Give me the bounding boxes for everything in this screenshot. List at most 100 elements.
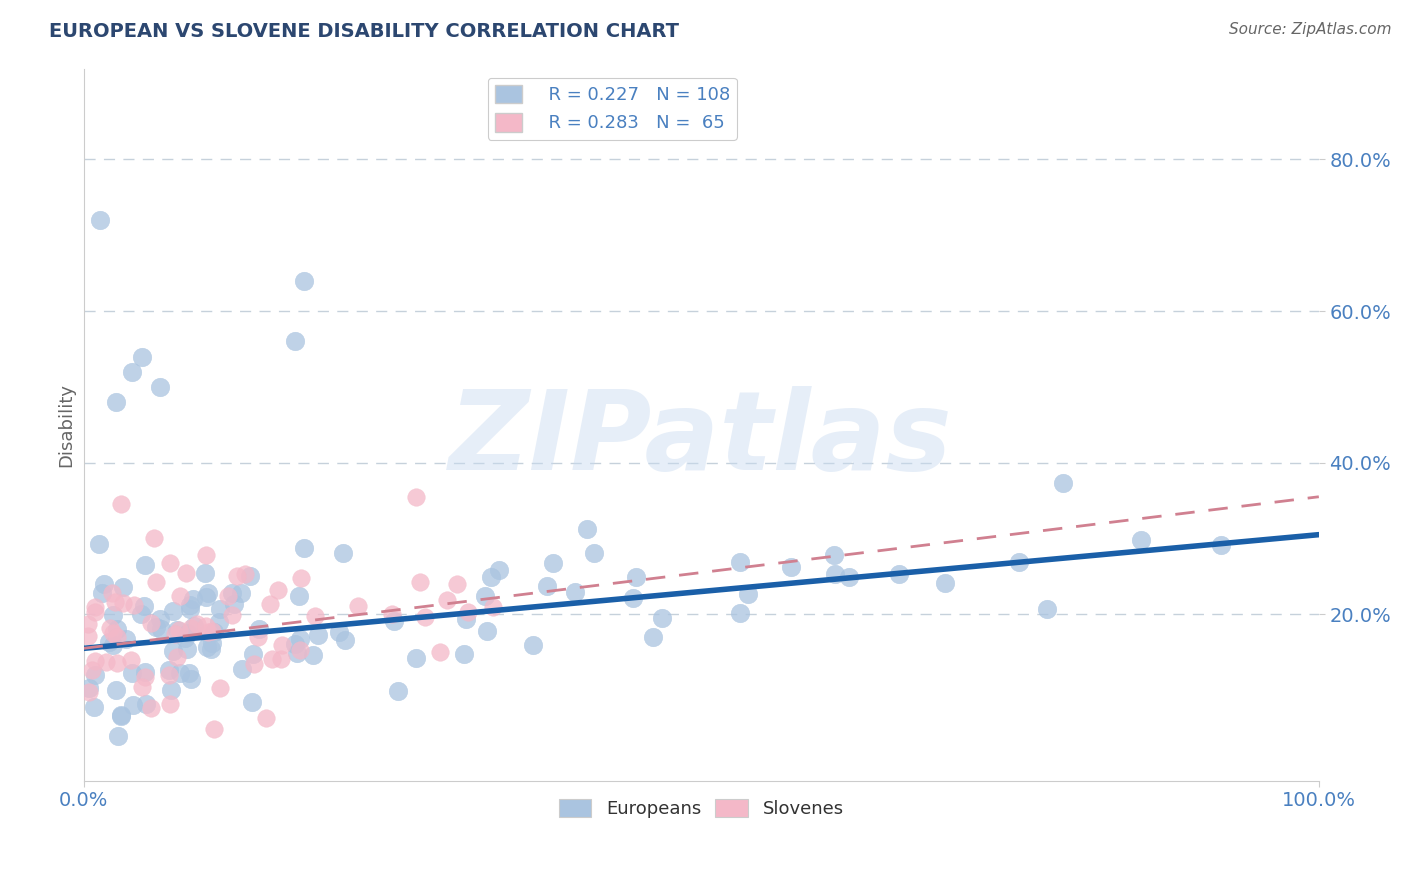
Point: [179, 598, 201, 612]
Point: [436, 592, 458, 607]
Point: [307, 627, 329, 641]
Point: [114, 632, 136, 646]
Point: [169, 589, 191, 603]
Point: [347, 599, 370, 613]
Point: [229, 586, 252, 600]
Point: [111, 596, 134, 610]
Point: [284, 334, 307, 349]
Point: [162, 604, 184, 618]
Point: [202, 723, 225, 737]
Point: [301, 648, 323, 662]
Point: [122, 698, 145, 712]
Point: [231, 662, 253, 676]
Point: [129, 607, 152, 621]
Point: [139, 616, 162, 631]
Point: [169, 665, 191, 680]
Point: [564, 584, 586, 599]
Point: [271, 639, 294, 653]
Point: [174, 632, 197, 646]
Point: [80, 664, 103, 678]
Point: [105, 622, 128, 636]
Point: [541, 556, 564, 570]
Point: [121, 365, 143, 379]
Point: [179, 665, 201, 680]
Point: [107, 630, 129, 644]
Point: [100, 621, 122, 635]
Point: [288, 643, 311, 657]
Point: [195, 640, 218, 654]
Point: [157, 668, 180, 682]
Point: [382, 614, 405, 628]
Point: [83, 655, 105, 669]
Point: [104, 395, 127, 409]
Point: [474, 589, 496, 603]
Point: [247, 630, 270, 644]
Point: [575, 522, 598, 536]
Point: [110, 497, 132, 511]
Point: [176, 642, 198, 657]
Point: [267, 582, 290, 597]
Point: [131, 680, 153, 694]
Point: [239, 569, 262, 583]
Point: [167, 623, 190, 637]
Point: [240, 695, 263, 709]
Point: [242, 648, 264, 662]
Point: [221, 608, 243, 623]
Point: [177, 626, 200, 640]
Point: [105, 656, 128, 670]
Point: [101, 626, 124, 640]
Point: [96, 655, 118, 669]
Point: [110, 708, 132, 723]
Point: [201, 636, 224, 650]
Point: [162, 644, 184, 658]
Point: [174, 566, 197, 580]
Point: [101, 638, 124, 652]
Point: [208, 602, 231, 616]
Point: [186, 617, 208, 632]
Point: [626, 570, 648, 584]
Point: [159, 697, 181, 711]
Point: [536, 579, 558, 593]
Point: [195, 618, 218, 632]
Point: [131, 350, 153, 364]
Point: [934, 576, 956, 591]
Point: [225, 569, 247, 583]
Point: [89, 213, 111, 227]
Text: EUROPEAN VS SLOVENE DISABILITY CORRELATION CHART: EUROPEAN VS SLOVENE DISABILITY CORRELATI…: [49, 22, 679, 41]
Point: [111, 581, 134, 595]
Point: [409, 575, 432, 590]
Point: [194, 548, 217, 562]
Point: [1130, 533, 1153, 547]
Point: [84, 599, 107, 614]
Point: [328, 625, 350, 640]
Point: [453, 647, 475, 661]
Point: [91, 585, 114, 599]
Point: [405, 491, 427, 505]
Point: [208, 681, 231, 695]
Point: [823, 548, 845, 562]
Point: [134, 670, 156, 684]
Point: [77, 681, 100, 695]
Point: [194, 566, 217, 580]
Point: [142, 532, 165, 546]
Point: [889, 567, 911, 582]
Point: [641, 630, 664, 644]
Point: [780, 560, 803, 574]
Point: [582, 546, 605, 560]
Point: [1209, 538, 1232, 552]
Point: [737, 587, 759, 601]
Point: [97, 635, 120, 649]
Y-axis label: Disability: Disability: [58, 383, 75, 467]
Point: [201, 624, 224, 638]
Point: [87, 537, 110, 551]
Text: Source: ZipAtlas.com: Source: ZipAtlas.com: [1229, 22, 1392, 37]
Point: [260, 652, 283, 666]
Point: [288, 589, 311, 603]
Point: [446, 577, 468, 591]
Point: [405, 651, 427, 665]
Point: [110, 708, 132, 723]
Point: [522, 638, 544, 652]
Point: [482, 599, 505, 614]
Point: [475, 624, 498, 638]
Point: [77, 617, 100, 632]
